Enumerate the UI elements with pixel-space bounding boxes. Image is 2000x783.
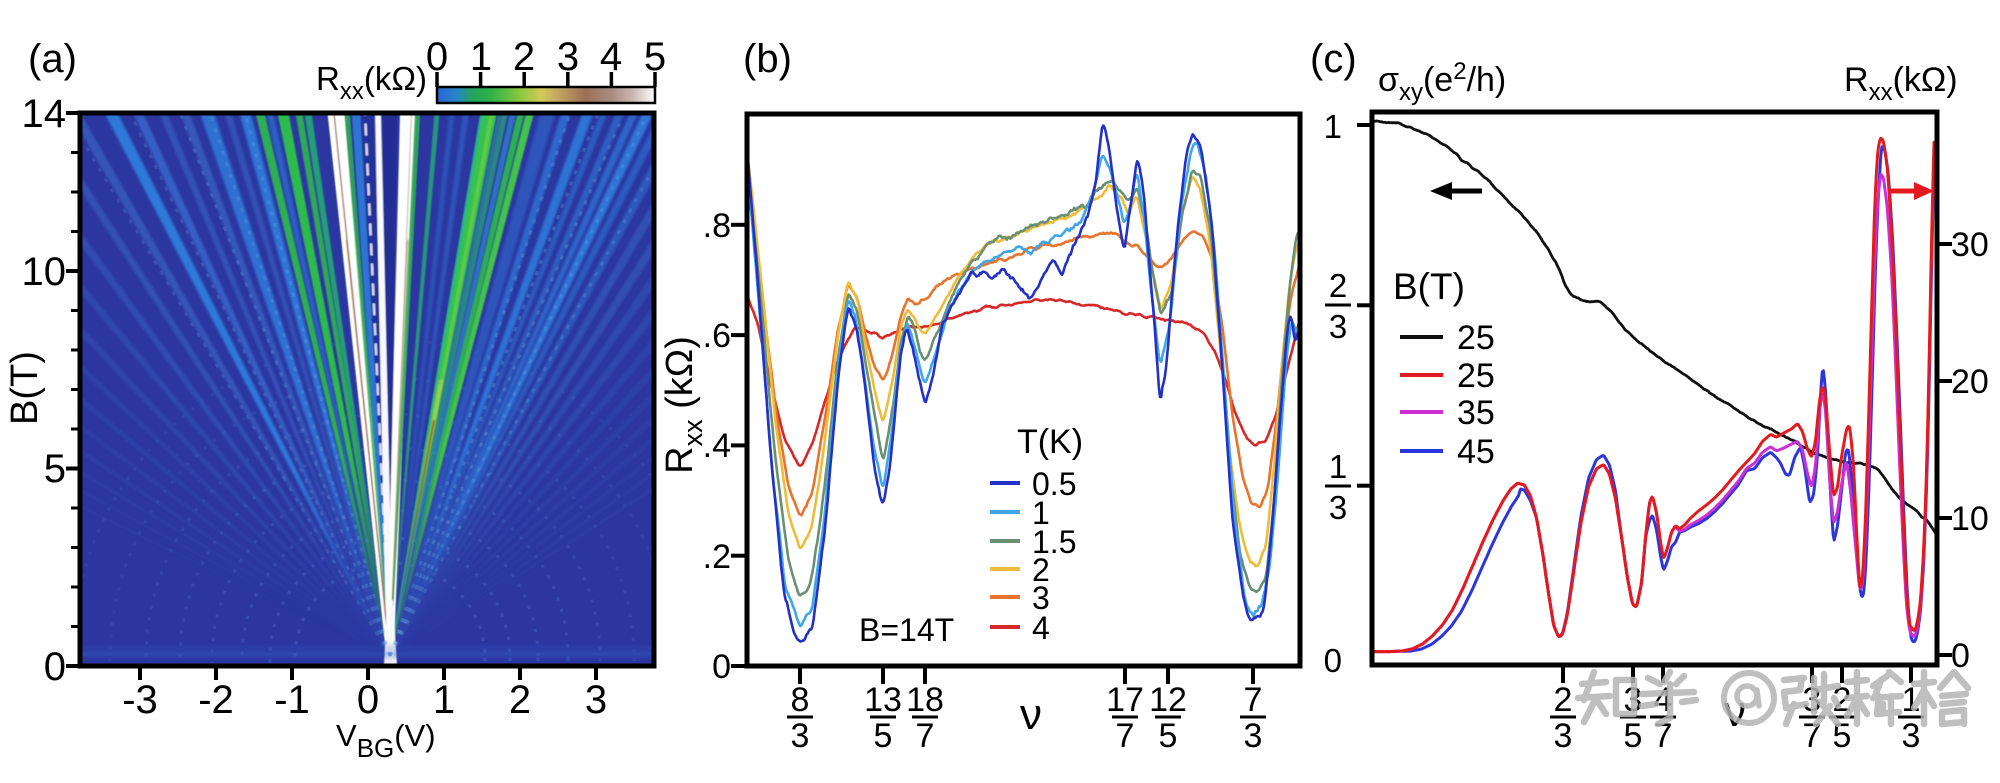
svg-text:30: 30 — [1951, 226, 1989, 264]
svg-text:-1: -1 — [274, 678, 310, 722]
svg-text:17: 17 — [1106, 681, 1144, 719]
svg-text:.4: .4 — [703, 427, 731, 465]
svg-text:B(T): B(T) — [1393, 266, 1465, 307]
svg-text:2: 2 — [509, 678, 531, 722]
svg-text:2: 2 — [513, 35, 535, 79]
svg-text:3: 3 — [1329, 489, 1347, 526]
svg-text:7: 7 — [1244, 681, 1263, 719]
svg-text:4: 4 — [600, 35, 622, 79]
svg-text:1: 1 — [1324, 108, 1342, 145]
svg-text:5: 5 — [874, 717, 893, 755]
svg-text:7: 7 — [916, 717, 935, 755]
svg-text:5: 5 — [1624, 717, 1643, 755]
svg-text:13: 13 — [864, 681, 902, 719]
svg-text:Rxx(kΩ): Rxx(kΩ) — [1844, 61, 1958, 106]
svg-text:1: 1 — [433, 678, 455, 722]
svg-text:0.5: 0.5 — [1032, 466, 1076, 502]
svg-text:25: 25 — [1457, 319, 1495, 357]
svg-text:5: 5 — [44, 447, 66, 491]
svg-text:1: 1 — [1032, 495, 1050, 531]
svg-text:0: 0 — [1951, 637, 1970, 675]
svg-text:12: 12 — [1149, 681, 1187, 719]
svg-text:3: 3 — [1032, 580, 1050, 616]
svg-text:4: 4 — [1032, 610, 1050, 646]
svg-text:1: 1 — [1329, 448, 1347, 485]
svg-text:20: 20 — [1951, 363, 1989, 401]
svg-text:2: 2 — [1833, 681, 1852, 719]
svg-text:10: 10 — [1951, 500, 1989, 538]
svg-text:0: 0 — [712, 648, 731, 686]
svg-text:3: 3 — [1329, 308, 1347, 345]
svg-text:.8: .8 — [703, 207, 731, 245]
svg-text:0: 0 — [426, 35, 448, 79]
svg-text:10: 10 — [22, 250, 67, 294]
svg-text:3: 3 — [1244, 717, 1263, 755]
svg-text:5: 5 — [1159, 717, 1178, 755]
svg-text:45: 45 — [1457, 433, 1495, 471]
svg-text:8: 8 — [791, 681, 810, 719]
svg-text:1: 1 — [470, 35, 492, 79]
svg-text:0: 0 — [44, 645, 66, 689]
svg-text:3: 3 — [1902, 717, 1921, 755]
svg-text:σxy(e2/h): σxy(e2/h) — [1378, 58, 1506, 106]
svg-text:(b): (b) — [743, 37, 792, 81]
svg-text:35: 35 — [1457, 394, 1495, 432]
svg-text:(c): (c) — [1310, 37, 1357, 81]
svg-text:2: 2 — [1329, 267, 1347, 304]
svg-text:1.5: 1.5 — [1032, 524, 1076, 560]
svg-text:2: 2 — [1032, 552, 1050, 588]
svg-text:0: 0 — [1324, 642, 1342, 679]
svg-text:14: 14 — [22, 92, 67, 136]
svg-text:25: 25 — [1457, 357, 1495, 395]
svg-text:-2: -2 — [198, 678, 234, 722]
svg-text:7: 7 — [1116, 717, 1135, 755]
svg-text:2: 2 — [1554, 681, 1573, 719]
svg-text:.2: .2 — [703, 538, 731, 576]
svg-text:3: 3 — [791, 717, 810, 755]
svg-text:0: 0 — [357, 678, 379, 722]
svg-text:(a): (a) — [28, 37, 77, 81]
svg-text:3: 3 — [1554, 717, 1573, 755]
svg-text:.6: .6 — [703, 317, 731, 355]
svg-text:5: 5 — [644, 35, 666, 79]
svg-text:-3: -3 — [122, 678, 158, 722]
svg-text:3: 3 — [557, 35, 579, 79]
svg-text:Rxx (kΩ): Rxx (kΩ) — [659, 336, 708, 474]
svg-text:3: 3 — [585, 678, 607, 722]
svg-text:B=14T: B=14T — [859, 612, 954, 648]
svg-text:18: 18 — [906, 681, 944, 719]
svg-text:T(K): T(K) — [1017, 423, 1083, 461]
svg-text:B(T): B(T) — [4, 351, 46, 425]
svg-text:ν: ν — [1020, 690, 1042, 739]
